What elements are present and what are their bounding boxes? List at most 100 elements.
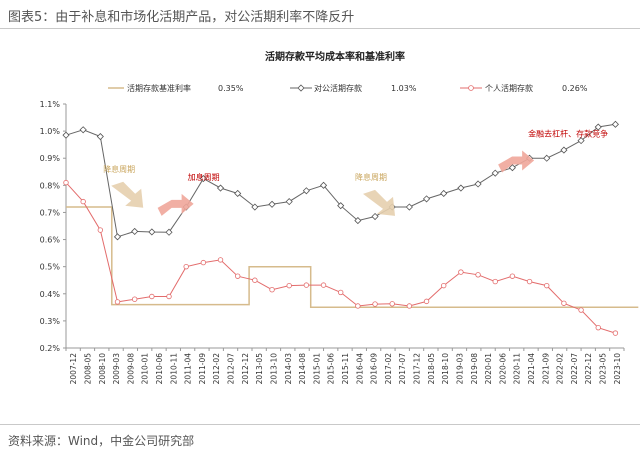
data-point-personal bbox=[526, 278, 533, 285]
data-point-corporate bbox=[216, 184, 225, 192]
x-tick-label: 2007-12 bbox=[69, 353, 78, 385]
legend-label-personal: 个人活期存款 bbox=[485, 83, 533, 93]
x-tick-label: 2021-04 bbox=[527, 353, 536, 385]
data-point-personal bbox=[303, 282, 310, 288]
data-point-corporate bbox=[354, 217, 362, 225]
data-point-corporate bbox=[594, 123, 602, 131]
x-tick-label: 2010-11 bbox=[169, 353, 178, 385]
data-point-corporate bbox=[405, 203, 413, 211]
x-tick-label: 2012-12 bbox=[241, 353, 250, 385]
x-tick-label: 2015-01 bbox=[312, 353, 321, 385]
annotation-3: 降息周期 bbox=[355, 172, 396, 216]
x-tick-label: 2014-03 bbox=[284, 353, 293, 385]
x-tick-label: 2023-10 bbox=[613, 353, 622, 385]
data-point-personal bbox=[458, 269, 464, 275]
data-point-personal bbox=[63, 179, 69, 186]
annotation-label: 金融去杠杆、存款竞争 bbox=[528, 129, 608, 139]
x-tick-label: 2013-10 bbox=[269, 353, 278, 385]
data-point-personal bbox=[234, 273, 241, 279]
data-point-corporate bbox=[440, 189, 448, 198]
x-tick-label: 2019-03 bbox=[455, 353, 464, 385]
y-tick-label: 0.6% bbox=[40, 236, 61, 245]
annotation-1: 降息周期 bbox=[103, 164, 144, 208]
data-point-corporate bbox=[285, 198, 293, 206]
plot-area: 0.2% 0.3% 0.4% 0.5% 0.6% 0.7% 0.8% 0.9% 1.0% 1.1%… bbox=[40, 100, 639, 384]
y-tick-label: 1.0% bbox=[40, 127, 61, 136]
data-point-personal bbox=[217, 257, 224, 263]
data-point-personal bbox=[80, 198, 86, 205]
data-point-personal bbox=[286, 282, 292, 289]
x-tick-label: 2022-12 bbox=[584, 353, 593, 385]
data-point-corporate bbox=[96, 132, 104, 141]
x-tick-label: 2022-02 bbox=[556, 353, 565, 385]
data-point-corporate bbox=[268, 200, 276, 208]
figure-header: 图表5：由于补息和市场化活期产品，对公活期利率不降反升 bbox=[0, 0, 640, 29]
x-tick-label: 2014-08 bbox=[298, 353, 307, 385]
data-point-corporate bbox=[474, 180, 482, 188]
series-line-benchmark bbox=[66, 206, 639, 309]
data-point-personal bbox=[612, 330, 619, 336]
data-point-personal bbox=[492, 278, 498, 285]
annotation-2: 加息周期 bbox=[157, 172, 220, 216]
x-tick-label: 2012-02 bbox=[212, 353, 221, 385]
legend: 活期存款基准利率 0.35% 对公活期存款 1.03% 个人活期存款 0.26% bbox=[108, 83, 588, 93]
data-point-corporate bbox=[165, 228, 173, 236]
annotation-label: 降息周期 bbox=[355, 172, 387, 182]
data-point-personal bbox=[355, 303, 361, 309]
x-tick-label: 2013-05 bbox=[255, 353, 264, 385]
x-tick-label: 2012-07 bbox=[227, 353, 236, 385]
data-point-corporate bbox=[457, 184, 465, 192]
chart: 活期存款平均成本率和基准利率 活期存款基准利率 0.35% 对公活期存款 1.0… bbox=[40, 50, 639, 384]
x-tick-label: 2016-04 bbox=[355, 353, 364, 385]
data-point-corporate bbox=[319, 181, 328, 189]
x-tick-label: 2008-05 bbox=[83, 353, 92, 385]
x-tick-label: 2008-10 bbox=[98, 353, 107, 385]
chart-title: 活期存款平均成本率和基准利率 bbox=[265, 50, 405, 63]
data-point-corporate bbox=[113, 233, 122, 241]
data-point-corporate bbox=[543, 154, 551, 162]
data-point-personal bbox=[269, 287, 275, 293]
footer-divider bbox=[0, 424, 640, 425]
data-point-personal bbox=[441, 282, 447, 289]
legend-marker-personal bbox=[468, 85, 474, 91]
data-point-personal bbox=[149, 293, 155, 300]
x-tick-label: 2022-07 bbox=[570, 353, 579, 385]
legend-item-personal: 个人活期存款 0.26% bbox=[460, 83, 588, 93]
data-point-personal bbox=[252, 277, 258, 283]
legend-label-benchmark: 活期存款基准利率 bbox=[127, 83, 191, 93]
x-tick-label: 2017-02 bbox=[384, 353, 393, 385]
legend-item-corporate: 对公活期存款 1.03% bbox=[290, 83, 417, 93]
y-tick-label: 0.9% bbox=[40, 154, 61, 163]
x-tick-label: 2009-08 bbox=[126, 353, 135, 385]
data-point-personal bbox=[475, 272, 481, 278]
data-point-personal bbox=[200, 259, 207, 266]
annotation-arrow-down bbox=[111, 181, 144, 208]
x-tick-label: 2018-05 bbox=[427, 353, 436, 385]
x-tick-label: 2015-11 bbox=[341, 353, 350, 385]
annotation-4: 金融去杠杆、存款竞争 bbox=[498, 129, 608, 173]
data-point-personal bbox=[561, 300, 567, 306]
data-point-corporate bbox=[148, 228, 156, 236]
x-tick-label: 2016-09 bbox=[370, 353, 379, 385]
data-point-personal bbox=[320, 282, 327, 288]
x-tick-label: 2010-01 bbox=[141, 353, 150, 385]
data-point-corporate bbox=[371, 212, 379, 221]
data-point-personal bbox=[114, 299, 121, 305]
annotation-label: 降息周期 bbox=[103, 164, 135, 174]
x-tick-label: 2019-08 bbox=[470, 353, 479, 385]
y-tick-label: 0.2% bbox=[40, 344, 61, 353]
data-point-corporate bbox=[422, 195, 431, 203]
y-tick-label: 0.4% bbox=[40, 290, 61, 299]
data-point-personal bbox=[338, 289, 344, 296]
y-tick-label: 0.3% bbox=[40, 317, 61, 326]
annotation-arrow-up bbox=[157, 193, 194, 216]
data-point-corporate bbox=[62, 131, 70, 139]
data-point-personal bbox=[544, 282, 550, 289]
y-tick-label: 1.1% bbox=[40, 100, 61, 109]
x-tick-label: 2020-01 bbox=[484, 353, 493, 385]
data-point-corporate bbox=[508, 164, 516, 172]
figure-title: 图表5：由于补息和市场化活期产品，对公活期利率不降反升 bbox=[8, 10, 355, 25]
data-point-corporate bbox=[560, 146, 568, 154]
series-line-corporate bbox=[65, 123, 616, 238]
data-point-personal bbox=[389, 301, 395, 307]
